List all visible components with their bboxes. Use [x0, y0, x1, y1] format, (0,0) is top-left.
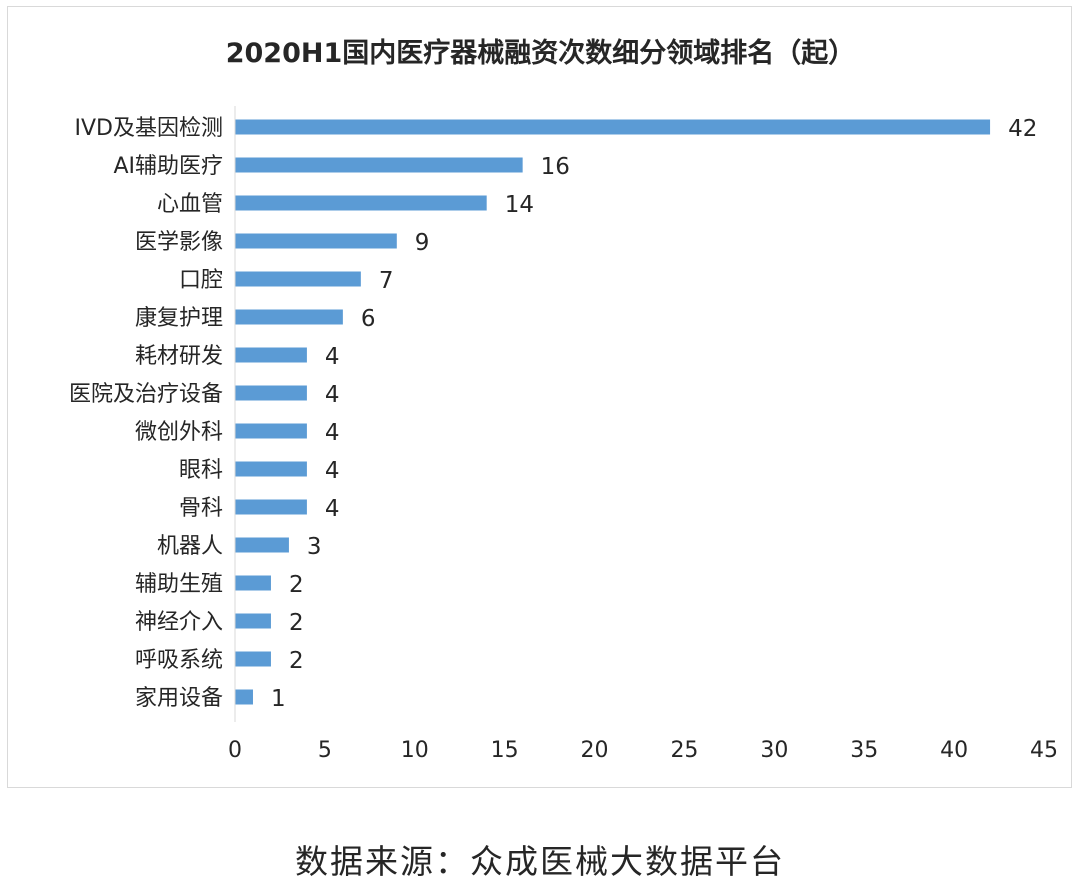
value-label: 2: [289, 610, 304, 636]
bar: [235, 195, 487, 211]
category-label: 微创外科: [135, 420, 223, 445]
category-label: 呼吸系统: [135, 648, 223, 673]
category-label: 心血管: [157, 192, 223, 217]
bar: [235, 613, 271, 629]
bar: [235, 689, 253, 705]
category-label: 耗材研发: [135, 344, 223, 369]
value-label: 4: [325, 382, 340, 408]
chart-title: 2020H1国内医疗器械融资次数细分领域排名（起）: [225, 38, 856, 69]
x-tick-label: 45: [1030, 738, 1058, 763]
value-label: 4: [325, 496, 340, 522]
value-label: 4: [325, 458, 340, 484]
bar: [235, 537, 289, 553]
x-tick-label: 40: [940, 738, 968, 763]
category-label: 医院及治疗设备: [69, 382, 223, 407]
category-label: 家用设备: [135, 686, 223, 711]
source-note: 数据来源：众成医械大数据平台: [295, 842, 785, 881]
x-tick-label: 15: [491, 738, 519, 763]
category-label: 辅助生殖: [135, 572, 223, 597]
category-label: 眼科: [179, 458, 223, 483]
bar: [235, 119, 991, 135]
x-tick-label: 30: [760, 738, 788, 763]
bar: [235, 271, 361, 287]
x-tick-label: 5: [318, 738, 332, 763]
bar: [235, 309, 343, 325]
value-label: 7: [379, 268, 394, 294]
bar: [235, 499, 307, 515]
bar: [235, 385, 307, 401]
bar: [235, 461, 307, 477]
value-label: 2: [289, 648, 304, 674]
bar-chart: Joinchain CNJoinchain CNJoinchain CN IVD…: [69, 106, 1058, 763]
value-label: 42: [1008, 116, 1037, 142]
category-label: 骨科: [179, 496, 223, 521]
category-label: 医学影像: [135, 230, 223, 255]
value-label: 14: [505, 192, 534, 218]
bar: [235, 233, 397, 249]
category-label: 机器人: [157, 534, 223, 559]
x-tick-label: 10: [401, 738, 429, 763]
x-tick-label: 0: [228, 738, 242, 763]
value-label: 4: [325, 420, 340, 446]
x-tick-label: 35: [850, 738, 878, 763]
bar: [235, 347, 307, 363]
bar: [235, 575, 271, 591]
x-tick-label: 20: [581, 738, 609, 763]
value-label: 1: [271, 686, 286, 712]
value-label: 2: [289, 572, 304, 598]
category-label: 康复护理: [135, 306, 223, 331]
value-label: 6: [361, 306, 376, 332]
x-tick-label: 25: [670, 738, 698, 763]
value-label: 9: [415, 230, 430, 256]
category-label: 神经介入: [135, 610, 223, 635]
value-label: 4: [325, 344, 340, 370]
value-label: 3: [307, 534, 322, 560]
category-label: 口腔: [179, 268, 223, 293]
value-label: 16: [541, 154, 570, 180]
x-ticks-layer: 0 5 10 15 20 25 30 35 40 45: [228, 738, 1058, 763]
bar: [235, 423, 307, 439]
bar: [235, 651, 271, 667]
category-label: AI辅助医疗: [113, 154, 223, 179]
chart-frame: 2020H1国内医疗器械融资次数细分领域排名（起） Joinchain CNJo…: [7, 6, 1072, 788]
category-label: IVD及基因检测: [75, 116, 223, 141]
bar: [235, 157, 523, 173]
